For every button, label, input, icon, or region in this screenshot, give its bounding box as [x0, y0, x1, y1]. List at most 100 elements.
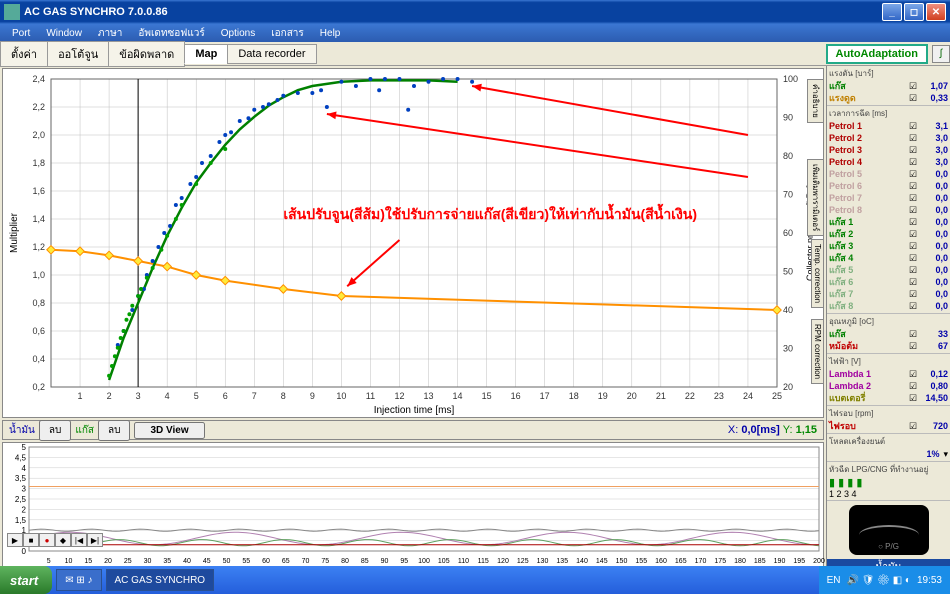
menu-port[interactable]: Port	[4, 28, 38, 39]
tab-3[interactable]: Map	[184, 44, 228, 64]
tray-icons[interactable]: 🔊 🛡 ⚙ ◧ ◐	[847, 575, 911, 586]
svg-text:60: 60	[783, 228, 793, 238]
svg-text:145: 145	[596, 558, 608, 565]
svg-text:3,5: 3,5	[15, 474, 27, 483]
svg-text:17: 17	[540, 391, 550, 401]
stop-button[interactable]: ■	[23, 533, 39, 547]
gas-label: แก๊ส	[75, 423, 94, 438]
delete-gas-button[interactable]: ลบ	[98, 420, 130, 441]
autoadaptation-button[interactable]: AutoAdaptation	[826, 44, 928, 64]
window-title: AC GAS SYNCHRO 7.0.0.86	[24, 6, 882, 18]
taskbar-item[interactable]: AC GAS SYNCHRO	[106, 569, 215, 591]
svg-text:0,8: 0,8	[32, 298, 45, 308]
svg-text:16: 16	[511, 391, 521, 401]
svg-text:0,2: 0,2	[32, 382, 45, 392]
svg-text:155: 155	[635, 558, 647, 565]
svg-text:105: 105	[438, 558, 450, 565]
lang-indicator[interactable]: EN	[827, 575, 841, 586]
tab-0[interactable]: ตั้งค่า	[0, 41, 48, 67]
svg-text:2,2: 2,2	[32, 102, 45, 112]
main-chart[interactable]: 1234567891011121314151617181920212223242…	[2, 68, 824, 418]
3d-view-button[interactable]: 3D View	[134, 422, 204, 439]
svg-text:15: 15	[482, 391, 492, 401]
svg-text:100: 100	[418, 558, 430, 565]
tab-2[interactable]: ข้อผิดพลาด	[108, 41, 185, 67]
svg-text:115: 115	[478, 558, 489, 565]
svg-text:5: 5	[194, 391, 199, 401]
svg-text:125: 125	[517, 558, 529, 565]
lower-chart[interactable]: 00,511,522,533,544,555101520253035404550…	[2, 442, 824, 568]
svg-text:3: 3	[136, 391, 141, 401]
system-tray[interactable]: EN 🔊 🛡 ⚙ ◧ ◐ 19:53	[819, 566, 950, 594]
menu-help[interactable]: Help	[312, 28, 349, 39]
svg-text:30: 30	[783, 344, 793, 354]
close-button[interactable]: ✕	[926, 3, 946, 21]
right-panel: แรงดัน [บาร์] แก๊ส☑1,07 แรงดูด☑0,33เวลาก…	[826, 66, 950, 566]
svg-text:25: 25	[124, 558, 132, 565]
start-button[interactable]: start	[0, 566, 52, 594]
svg-text:90: 90	[381, 558, 389, 565]
svg-text:5: 5	[47, 558, 51, 565]
quick-launch[interactable]: ✉ ⊞ ♪	[56, 569, 101, 591]
injector-indicator: ○ P/G	[849, 505, 929, 555]
svg-text:65: 65	[282, 558, 290, 565]
menu-เอกสาร[interactable]: เอกสาร	[263, 26, 312, 41]
svg-text:10: 10	[65, 558, 73, 565]
svg-text:50: 50	[223, 558, 231, 565]
rewind-button[interactable]: |◀	[71, 533, 87, 547]
menu-window[interactable]: Window	[38, 28, 90, 39]
vtab-3[interactable]: RPM correction	[811, 319, 824, 384]
svg-text:20: 20	[104, 558, 112, 565]
menubar: PortWindowภาษาอัพเดทซอฟแวร์Optionsเอกสาร…	[0, 24, 950, 42]
svg-text:85: 85	[361, 558, 369, 565]
svg-text:25: 25	[772, 391, 782, 401]
svg-text:10: 10	[336, 391, 346, 401]
svg-text:135: 135	[556, 558, 568, 565]
tab-4[interactable]: Data recorder	[227, 44, 316, 64]
svg-text:1,6: 1,6	[32, 186, 45, 196]
svg-text:24: 24	[743, 391, 753, 401]
svg-text:190: 190	[774, 558, 786, 565]
svg-text:110: 110	[458, 558, 469, 565]
maximize-button[interactable]: ◻	[904, 3, 924, 21]
menu-options[interactable]: Options	[213, 28, 263, 39]
settings-icon[interactable]: ∫	[932, 45, 950, 63]
delete-fuel-button[interactable]: ลบ	[39, 420, 71, 441]
menu-ภาษา[interactable]: ภาษา	[90, 26, 130, 41]
record-button[interactable]: ●	[39, 533, 55, 547]
svg-text:140: 140	[576, 558, 588, 565]
minimize-button[interactable]: _	[882, 3, 902, 21]
marker-button[interactable]: ◆	[55, 533, 71, 547]
svg-text:100: 100	[783, 74, 798, 84]
svg-text:23: 23	[714, 391, 724, 401]
svg-text:4: 4	[22, 464, 27, 473]
svg-text:195: 195	[793, 558, 805, 565]
svg-text:70: 70	[302, 558, 310, 565]
svg-text:5: 5	[22, 443, 27, 452]
play-button[interactable]: ▶	[7, 533, 23, 547]
svg-text:เส้นปรับจูน(สีส้ม)ใช้ปรับการจ่: เส้นปรับจูน(สีส้ม)ใช้ปรับการจ่ายแก๊ส(สีเ…	[283, 203, 697, 223]
svg-text:1,2: 1,2	[32, 242, 45, 252]
svg-text:170: 170	[695, 558, 707, 565]
svg-text:185: 185	[754, 558, 766, 565]
forward-button[interactable]: ▶|	[87, 533, 103, 547]
svg-text:165: 165	[675, 558, 687, 565]
svg-text:50: 50	[783, 267, 793, 277]
svg-text:35: 35	[163, 558, 171, 565]
svg-text:20: 20	[627, 391, 637, 401]
svg-text:2: 2	[107, 391, 112, 401]
menu-อัพเดทซอฟแวร์[interactable]: อัพเดทซอฟแวร์	[130, 26, 212, 41]
svg-text:9: 9	[310, 391, 315, 401]
svg-text:1,5: 1,5	[15, 516, 27, 525]
svg-text:6: 6	[223, 391, 228, 401]
svg-text:0,6: 0,6	[32, 326, 45, 336]
vtab-2[interactable]: Temp. correction	[811, 239, 824, 308]
vtab-0[interactable]: คำอธิบาย	[807, 79, 824, 123]
vtab-1[interactable]: เพิมเติมพารามิเตอร์	[807, 159, 824, 236]
svg-text:13: 13	[424, 391, 434, 401]
svg-text:2,4: 2,4	[32, 74, 45, 84]
svg-text:1,0: 1,0	[32, 270, 45, 280]
svg-text:30: 30	[144, 558, 152, 565]
tab-1[interactable]: ออโต้จูน	[47, 41, 109, 67]
svg-text:90: 90	[783, 113, 793, 123]
